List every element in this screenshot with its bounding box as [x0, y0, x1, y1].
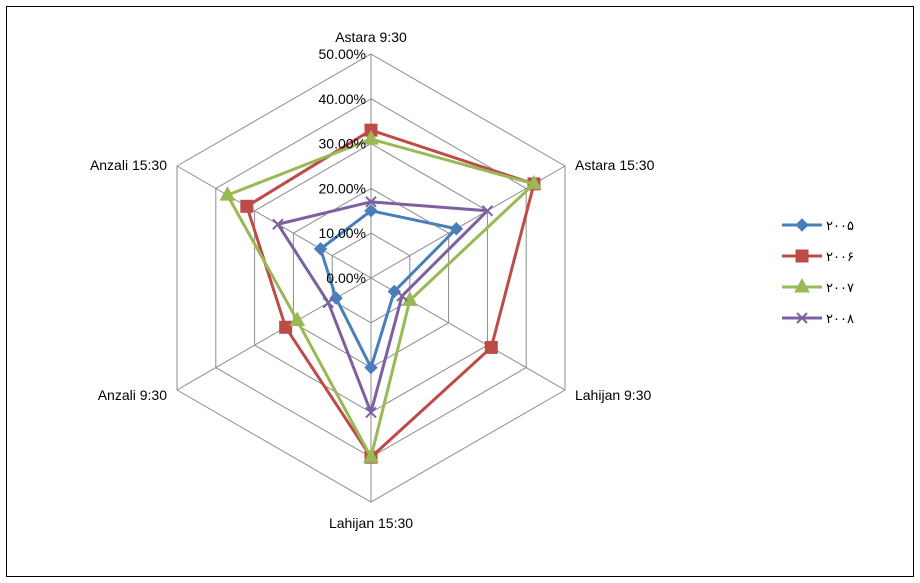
legend-label: ۲۰۰۸	[826, 312, 854, 327]
series-marker	[313, 242, 328, 256]
series-marker	[795, 218, 809, 232]
legend-label: ۲۰۰۵	[826, 219, 854, 234]
series-marker	[322, 296, 335, 309]
axis-label: Anzali 9:30	[98, 387, 167, 403]
series-marker	[387, 284, 401, 299]
series-marker	[279, 320, 293, 334]
radar-axis-labels: Astara 9:30 Astara 15:30 Lahijan 9:30 Lahij…	[90, 29, 655, 531]
series-line	[225, 137, 536, 459]
radar-series	[219, 123, 542, 464]
legend-item: ۲۰۰۶	[782, 249, 854, 265]
axis-label: Anzali 15:30	[90, 157, 167, 173]
series-marker	[449, 222, 464, 236]
series-marker	[363, 448, 379, 463]
series-group	[313, 204, 464, 375]
series-marker	[795, 249, 809, 263]
series-marker	[219, 186, 236, 201]
series-group	[219, 130, 542, 463]
series-marker	[364, 360, 378, 375]
axis-label: Lahijan 15:30	[329, 515, 413, 531]
series-marker	[272, 218, 284, 230]
series-marker	[365, 196, 377, 208]
series-marker	[794, 277, 810, 293]
series-marker	[526, 174, 542, 190]
legend-label: ۲۰۰۶	[826, 250, 854, 265]
axis-label: Astara 15:30	[575, 157, 655, 173]
axis-spoke	[176, 165, 372, 279]
series-marker	[329, 291, 343, 305]
legend-item: ۲۰۰۷	[782, 277, 854, 296]
series-marker	[484, 340, 498, 354]
legend: ۲۰۰۵ ۲۰۰۶ ۲۰۰۷ ۲۰۰۸	[782, 218, 854, 327]
series-marker	[481, 205, 494, 217]
legend-item: ۲۰۰۵	[782, 218, 854, 234]
tick-label: 50.00%	[319, 46, 366, 62]
series-marker	[796, 312, 808, 324]
legend-label: ۲۰۰۷	[826, 281, 854, 296]
axis-label: Astara 9:30	[335, 29, 407, 45]
radar-tick-labels: 0.00% 10.00% 20.00% 30.00% 40.00% 50.00%	[319, 46, 366, 286]
tick-label: 10.00%	[319, 225, 366, 241]
axis-label: Lahijan 9:30	[575, 387, 652, 403]
tick-label: 30.00%	[319, 136, 366, 152]
radar-spokes	[176, 54, 566, 502]
legend-item: ۲۰۰۸	[782, 312, 854, 327]
tick-label: 20.00%	[319, 180, 366, 196]
series-marker	[364, 204, 378, 218]
series-marker	[363, 130, 379, 145]
series-marker	[240, 199, 254, 213]
tick-label: 40.00%	[319, 91, 366, 107]
series-marker	[289, 311, 306, 327]
tick-label: 0.00%	[326, 270, 366, 286]
series-group	[272, 196, 494, 419]
series-marker	[365, 406, 377, 419]
series-marker	[396, 290, 408, 302]
chart-frame	[6, 6, 914, 577]
